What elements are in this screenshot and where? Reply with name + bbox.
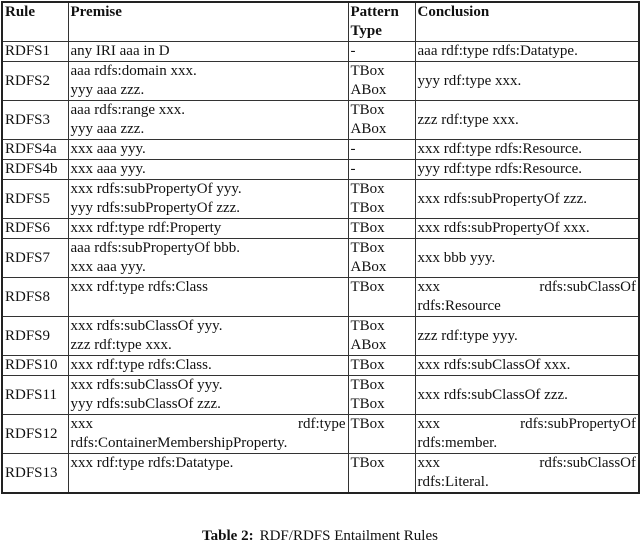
pattern-type-cell: TBox [347, 218, 416, 239]
rule-cell: RDFS9 [1, 316, 69, 356]
conclusion-cell: xxx rdf:type rdfs:Resource. [414, 139, 640, 160]
header-pattern-type: Pattern Type [347, 1, 416, 42]
table-caption: Table 2: RDF/RDFS Entailment Rules [202, 528, 438, 544]
table-row: RDFS7 aaa rdfs:subPropertyOf bbb. xxx aaa … [1, 238, 640, 278]
premise-cell: xxx rdfs:subClassOf yyy. zzz rdf:type xxx… [67, 316, 349, 356]
conclusion-cell: xxx bbb yyy. [414, 238, 640, 278]
rule-cell: RDFS4a [1, 139, 69, 160]
pattern-type-cell: TBox ABox [347, 238, 416, 278]
rule-cell: RDFS3 [1, 100, 69, 140]
entailment-rules-table: Rule Premise Pattern Type Conclusion RDFS… [1, 1, 640, 494]
pattern-type-cell: TBox [347, 453, 416, 494]
pattern-type-cell: - [347, 159, 416, 180]
pattern-type-cell: TBox [347, 414, 416, 454]
table-row: RDFS5 xxx rdfs:subPropertyOf yyy. yyy rdfs… [1, 179, 640, 219]
rule-cell: RDFS6 [1, 218, 69, 239]
table-row: RDFS13 xxx rdf:type rdfs:Datatype. TBox xxx… [1, 453, 640, 494]
table-row: RDFS4a xxx aaa yyy. - xxx rdf:type rdfs:Res… [1, 139, 640, 160]
premise-cell: aaa rdfs:subPropertyOf bbb. xxx aaa yyy. [67, 238, 349, 278]
rule-cell: RDFS10 [1, 355, 69, 376]
header-row: Rule Premise Pattern Type Conclusion [1, 1, 640, 42]
rule-cell: RDFS7 [1, 238, 69, 278]
premise-cell: xxx rdf:type rdfs:ContainerMembershipPrope… [67, 414, 349, 454]
conclusion-cell: xxx rdfs:subClassOf rdfs:Literal. [414, 453, 640, 494]
rule-cell: RDFS11 [1, 375, 69, 415]
pattern-type-cell: TBox ABox [347, 316, 416, 356]
pattern-type-cell: TBox TBox [347, 179, 416, 219]
table-row: RDFS8 xxx rdf:type rdfs:Class TBox xxx rdfs:… [1, 277, 640, 317]
premise-cell: xxx rdf:type rdfs:Class. [67, 355, 349, 376]
header-conclusion: Conclusion [414, 1, 640, 42]
table-row: RDFS4b xxx aaa yyy. - yyy rdf:type rdfs:Res… [1, 159, 640, 180]
premise-cell: xxx rdf:type rdfs:Class [67, 277, 349, 317]
premise-cell: xxx rdf:type rdfs:Datatype. [67, 453, 349, 494]
pattern-type-cell: TBox [347, 277, 416, 317]
rule-cell: RDFS2 [1, 61, 69, 101]
premise-cell: aaa rdfs:domain xxx. yyy aaa zzz. [67, 61, 349, 101]
premise-cell: xxx aaa yyy. [67, 159, 349, 180]
conclusion-cell: xxx rdfs:subPropertyOf zzz. [414, 179, 640, 219]
table-row: RDFS6 xxx rdf:type rdf:Property TBox xxx rd… [1, 218, 640, 239]
pattern-type-cell: TBox ABox [347, 100, 416, 140]
rule-cell: RDFS12 [1, 414, 69, 454]
table-row: RDFS1 any IRI aaa in D - aaa rdf:type rdfs:… [1, 41, 640, 62]
table-row: RDFS10 xxx rdf:type rdfs:Class. TBox xxx rd… [1, 355, 640, 376]
conclusion-cell: zzz rdf:type xxx. [414, 100, 640, 140]
rule-cell: RDFS8 [1, 277, 69, 317]
conclusion-cell: yyy rdf:type xxx. [414, 61, 640, 101]
rule-cell: RDFS4b [1, 159, 69, 180]
conclusion-cell: aaa rdf:type rdfs:Datatype. [414, 41, 640, 62]
conclusion-cell: xxx rdfs:subClassOf zzz. [414, 375, 640, 415]
table-row: RDFS11 xxx rdfs:subClassOf yyy. yyy rdfs:s… [1, 375, 640, 415]
premise-cell: xxx rdfs:subPropertyOf yyy. yyy rdfs:subP… [67, 179, 349, 219]
rule-cell: RDFS5 [1, 179, 69, 219]
rule-cell: RDFS1 [1, 41, 69, 62]
premise-cell: any IRI aaa in D [67, 41, 349, 62]
table-row: RDFS3 aaa rdfs:range xxx. yyy aaa zzz. TBox… [1, 100, 640, 140]
premise-cell: xxx rdf:type rdf:Property [67, 218, 349, 239]
conclusion-cell: xxx rdfs:subPropertyOf xxx. [414, 218, 640, 239]
conclusion-cell: xxx rdfs:subClassOf rdfs:Resource [414, 277, 640, 317]
header-premise: Premise [67, 1, 349, 42]
rule-cell: RDFS13 [1, 453, 69, 494]
conclusion-cell: xxx rdfs:subClassOf xxx. [414, 355, 640, 376]
conclusion-cell: yyy rdf:type rdfs:Resource. [414, 159, 640, 180]
premise-cell: aaa rdfs:range xxx. yyy aaa zzz. [67, 100, 349, 140]
header-rule: Rule [1, 1, 69, 42]
premise-cell: xxx aaa yyy. [67, 139, 349, 160]
pattern-type-cell: TBox ABox [347, 61, 416, 101]
conclusion-cell: xxx rdfs:subPropertyOf rdfs:member. [414, 414, 640, 454]
table-row: RDFS2 aaa rdfs:domain xxx. yyy aaa zzz. TBo… [1, 61, 640, 101]
table-row: RDFS12 xxx rdf:type rdfs:ContainerMembershi… [1, 414, 640, 454]
table-row: RDFS9 xxx rdfs:subClassOf yyy. zzz rdf:typ… [1, 316, 640, 356]
pattern-type-cell: TBox [347, 355, 416, 376]
pattern-type-cell: TBox TBox [347, 375, 416, 415]
pattern-type-cell: - [347, 41, 416, 62]
conclusion-cell: zzz rdf:type yyy. [414, 316, 640, 356]
pattern-type-cell: - [347, 139, 416, 160]
premise-cell: xxx rdfs:subClassOf yyy. yyy rdfs:subClas… [67, 375, 349, 415]
